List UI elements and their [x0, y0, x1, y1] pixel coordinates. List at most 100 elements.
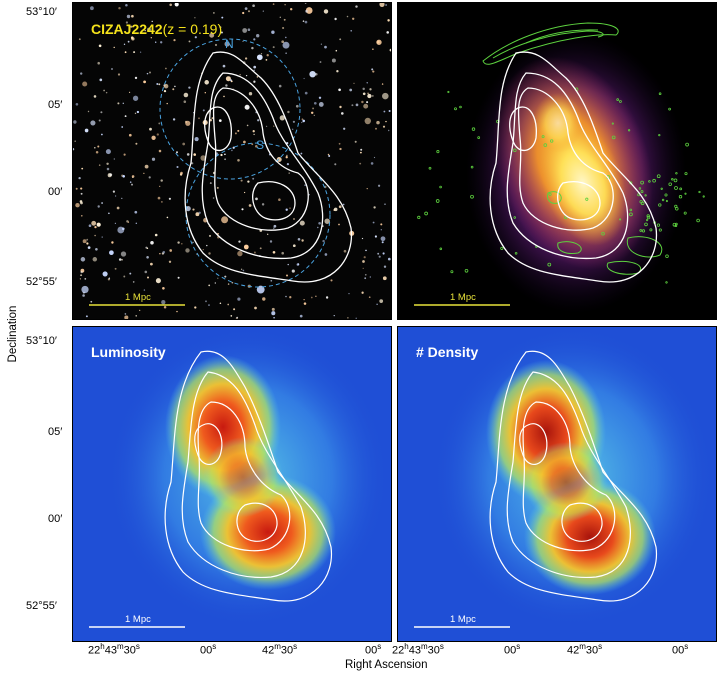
star: [340, 112, 344, 115]
star: [146, 256, 149, 259]
radio-speckle: [668, 182, 672, 186]
star: [297, 237, 301, 241]
radio-speckle: [658, 203, 662, 207]
star: [73, 120, 77, 124]
star: [157, 196, 161, 200]
star: [227, 303, 230, 306]
y-tick-label: 53°10′: [26, 335, 57, 347]
star: [353, 82, 355, 84]
star: [118, 6, 121, 10]
radio-speckle: [611, 135, 616, 140]
star: [253, 251, 256, 254]
radio-speckle: [619, 100, 622, 103]
star: [155, 41, 157, 43]
star: [186, 153, 190, 156]
radio-speckle: [513, 148, 517, 153]
star: [310, 296, 313, 299]
star: [194, 137, 199, 142]
radio-speckle: [459, 105, 462, 109]
star: [169, 249, 173, 252]
radio-speckle: [601, 231, 605, 236]
star: [248, 204, 252, 207]
radio-speckle: [435, 199, 440, 203]
star: [273, 227, 275, 229]
star: [143, 80, 146, 84]
radio-speckle: [543, 143, 548, 147]
star: [371, 94, 374, 97]
radio-speckle: [665, 200, 668, 203]
star: [82, 239, 87, 244]
star: [134, 76, 138, 80]
star: [302, 119, 305, 123]
star: [166, 102, 168, 105]
star: [297, 263, 300, 265]
star: [253, 80, 256, 83]
star: [101, 236, 103, 238]
y-tick-label: 05′: [48, 426, 63, 438]
y-tick-label: 53°10′: [26, 6, 57, 18]
star: [366, 101, 369, 104]
xray-contours-overlay: [489, 51, 658, 283]
x-tick-label: 00s: [504, 642, 521, 657]
radio-speckle: [668, 107, 671, 111]
star: [80, 187, 83, 190]
star: [127, 40, 130, 43]
star: [244, 104, 250, 110]
star: [90, 300, 93, 303]
star: [135, 142, 138, 145]
radio-speckle: [674, 224, 678, 228]
star: [288, 172, 290, 174]
star: [266, 54, 269, 57]
star: [237, 297, 241, 301]
radio-speckle: [683, 211, 687, 215]
star: [113, 158, 115, 160]
star: [192, 208, 195, 211]
star: [135, 315, 137, 317]
star: [271, 307, 275, 311]
radio-speckle: [645, 218, 649, 222]
star: [224, 158, 226, 161]
radio-speckle: [658, 92, 662, 95]
star: [73, 148, 75, 151]
radio-speckle: [616, 98, 620, 101]
star: [151, 20, 153, 23]
radio-speckle: [514, 252, 518, 255]
star: [386, 31, 389, 34]
star: [372, 48, 374, 51]
radio-speckle: [658, 228, 662, 232]
star: [148, 176, 151, 179]
star: [172, 118, 176, 121]
star: [355, 5, 358, 8]
star: [159, 253, 161, 255]
star: [185, 248, 190, 253]
star: [254, 306, 257, 310]
star: [323, 9, 329, 14]
star: [289, 207, 291, 209]
radio-speckle: [500, 246, 504, 250]
star: [82, 81, 88, 87]
star: [213, 12, 215, 14]
star: [146, 276, 150, 279]
star: [174, 3, 179, 7]
star: [166, 216, 169, 219]
star: [364, 117, 371, 125]
star: [355, 103, 359, 107]
star: [304, 91, 308, 95]
star: [222, 64, 226, 68]
radio-speckle: [450, 270, 454, 274]
star: [162, 287, 165, 290]
star: [285, 52, 287, 54]
y-tick-label: 00′: [48, 186, 63, 198]
star: [234, 132, 237, 135]
star: [279, 115, 285, 121]
star: [108, 277, 111, 279]
star: [325, 296, 329, 299]
star: [181, 243, 183, 245]
star: [150, 241, 154, 245]
star: [150, 37, 152, 39]
star: [188, 40, 191, 43]
star: [305, 9, 308, 13]
star: [285, 295, 287, 298]
star: [129, 272, 132, 275]
star: [256, 34, 260, 38]
